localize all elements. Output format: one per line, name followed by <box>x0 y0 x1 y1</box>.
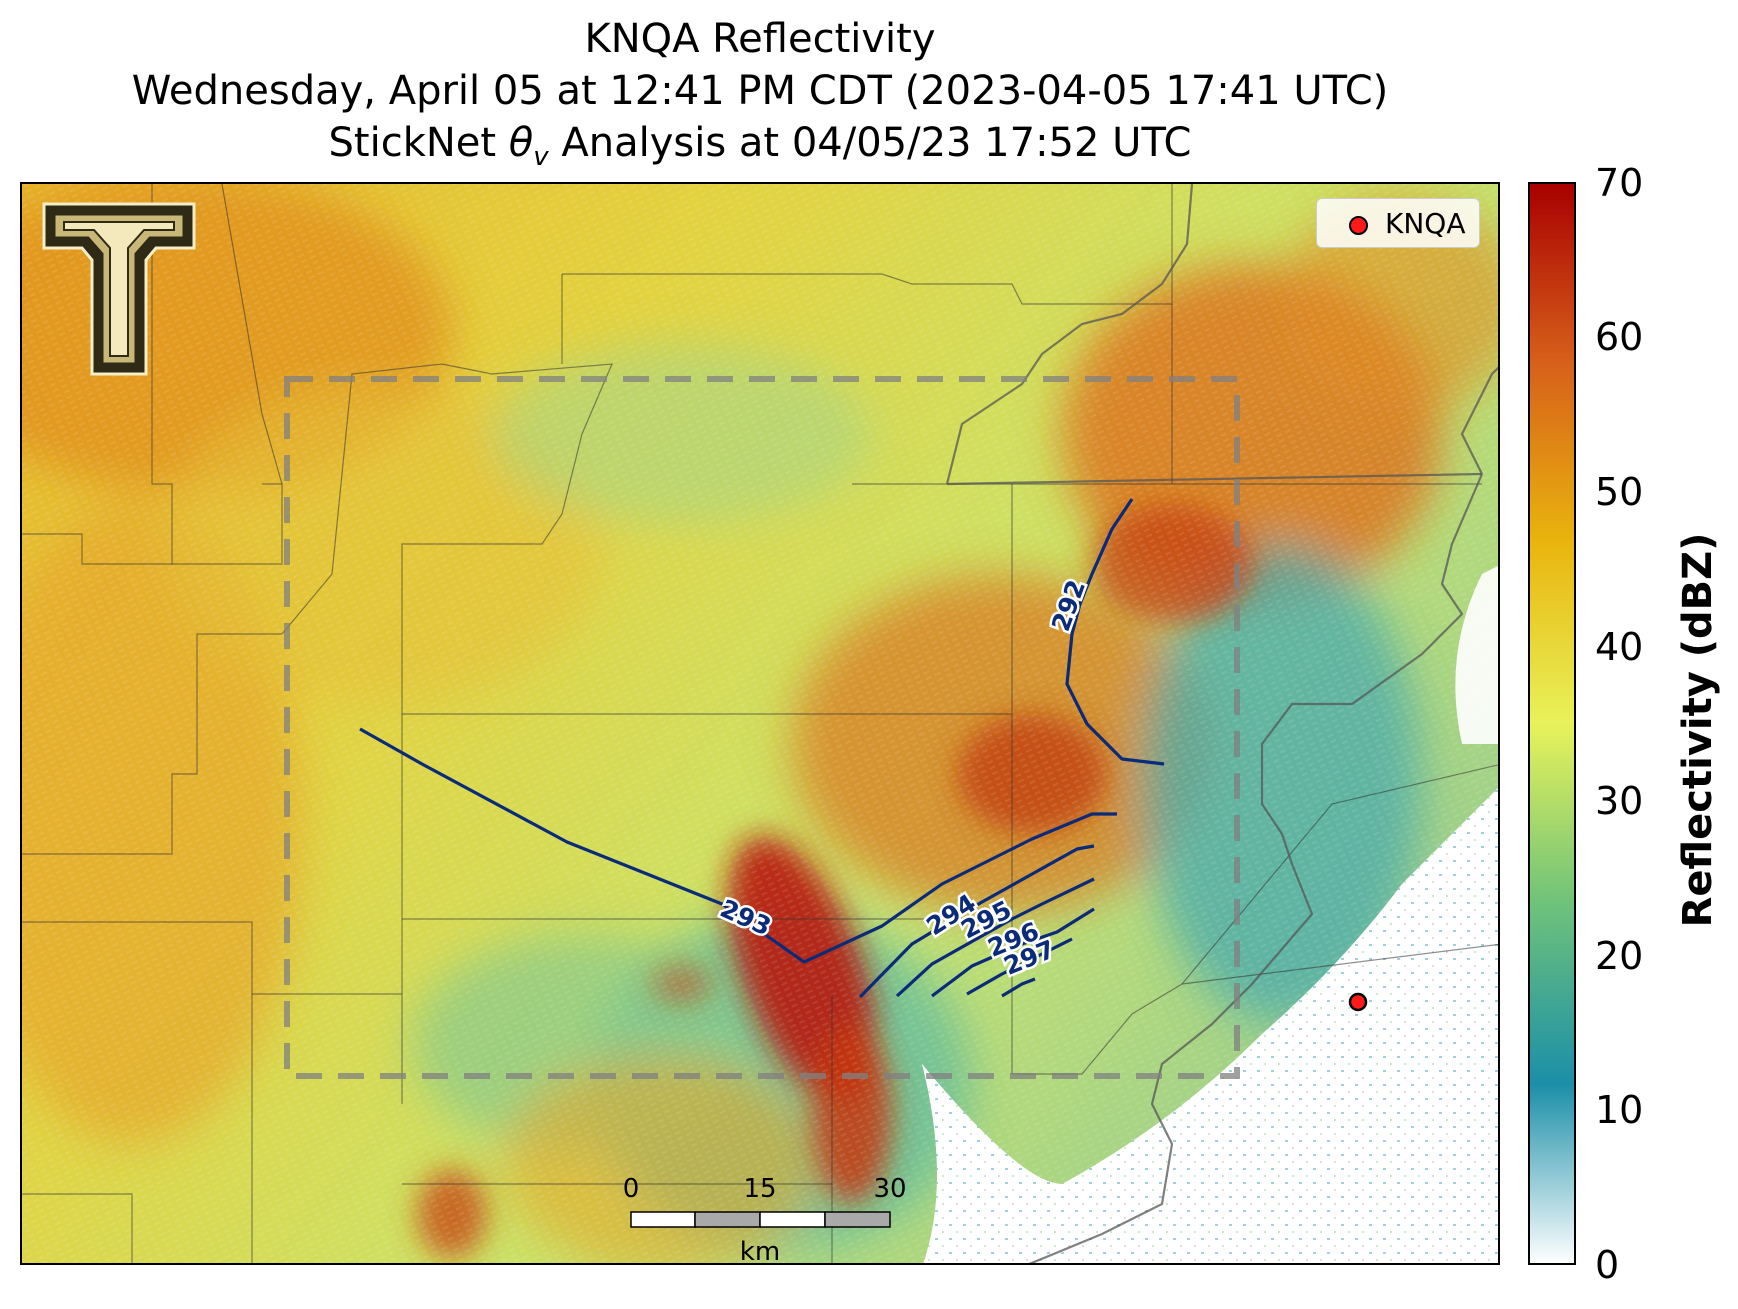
colorbar-label: Reflectivity (dBZ) <box>1675 532 1721 928</box>
legend-marker-icon <box>1349 216 1368 235</box>
radar-map: 292 293 294 295 296 297 <box>20 182 1500 1265</box>
legend-label: KNQA <box>1385 207 1466 240</box>
theta-subscript: v <box>533 142 549 172</box>
contour-297 <box>966 937 1073 996</box>
contour-292 <box>1065 498 1165 766</box>
theta-v-contours <box>359 498 1165 999</box>
scale-tick-15: 15 <box>743 1174 777 1204</box>
contour-295 <box>895 877 1095 998</box>
map-legend: KNQA <box>1316 198 1480 248</box>
colorbar-tick-40: 40 <box>1595 625 1644 669</box>
analysis-domain-box <box>284 376 1240 1079</box>
colorbar-tick-0: 0 <box>1595 1243 1620 1287</box>
state-boundary <box>945 184 1498 1263</box>
colorbar-tick-70: 70 <box>1595 161 1644 205</box>
colorbar-tick-60: 60 <box>1595 315 1644 359</box>
contour-297b <box>1001 977 1036 998</box>
title-prefix: StickNet <box>328 120 509 166</box>
title-line-2: Wednesday, April 05 at 12:41 PM CDT (202… <box>131 68 1389 114</box>
texas-tech-logo <box>42 202 196 376</box>
radar-map-svg: 292 293 294 295 296 297 <box>22 184 1498 1263</box>
scale-tick-30: 30 <box>873 1174 907 1204</box>
scale-unit: km <box>739 1237 781 1267</box>
contour-296 <box>931 907 1095 998</box>
contour-294 <box>858 844 1095 999</box>
title-suffix: Analysis at 04/05/23 17:52 UTC <box>548 120 1192 166</box>
knqa-radar-marker <box>1348 992 1368 1012</box>
scale-bar-segments <box>630 1211 891 1228</box>
colorbar-tick-30: 30 <box>1595 779 1644 823</box>
colorbar-gradient <box>1528 182 1576 1265</box>
title-line-1: KNQA Reflectivity <box>584 16 936 62</box>
colorbar-tick-20: 20 <box>1595 934 1644 978</box>
theta-symbol: θ <box>508 120 534 166</box>
title-line-3: StickNet θv Analysis at 04/05/23 17:52 U… <box>0 120 1520 180</box>
colorbar-tick-10: 10 <box>1595 1088 1644 1132</box>
colorbar-tick-50: 50 <box>1595 470 1644 514</box>
contour-293 <box>359 727 1117 964</box>
scale-tick-0: 0 <box>622 1174 640 1204</box>
reflectivity-field <box>22 184 1498 1263</box>
